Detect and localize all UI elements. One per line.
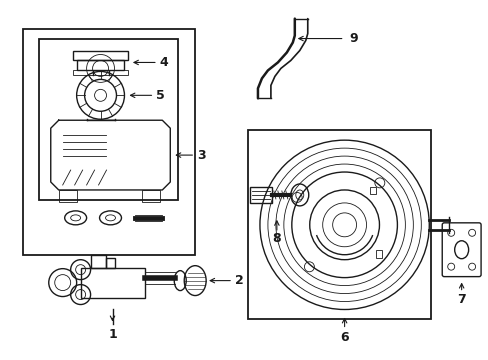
- Bar: [90, 255, 105, 268]
- Bar: [370, 186, 376, 194]
- Bar: [249, 187, 271, 203]
- Text: 1: 1: [108, 328, 117, 341]
- Bar: [247, 130, 430, 319]
- Bar: [142, 190, 160, 202]
- Bar: [73, 50, 128, 60]
- Text: 3: 3: [197, 149, 205, 162]
- Bar: [23, 28, 195, 255]
- Text: 6: 6: [340, 331, 348, 344]
- Bar: [77, 60, 124, 71]
- Text: 4: 4: [160, 56, 168, 69]
- Text: 2: 2: [235, 274, 244, 287]
- Bar: [73, 71, 128, 75]
- Text: 5: 5: [156, 89, 165, 102]
- Text: 9: 9: [349, 32, 358, 45]
- Bar: [375, 249, 381, 258]
- Text: 7: 7: [456, 293, 465, 306]
- Bar: [59, 190, 77, 202]
- Text: 8: 8: [272, 232, 281, 245]
- Bar: [39, 39, 178, 200]
- Bar: [105, 258, 115, 268]
- Bar: [81, 268, 145, 298]
